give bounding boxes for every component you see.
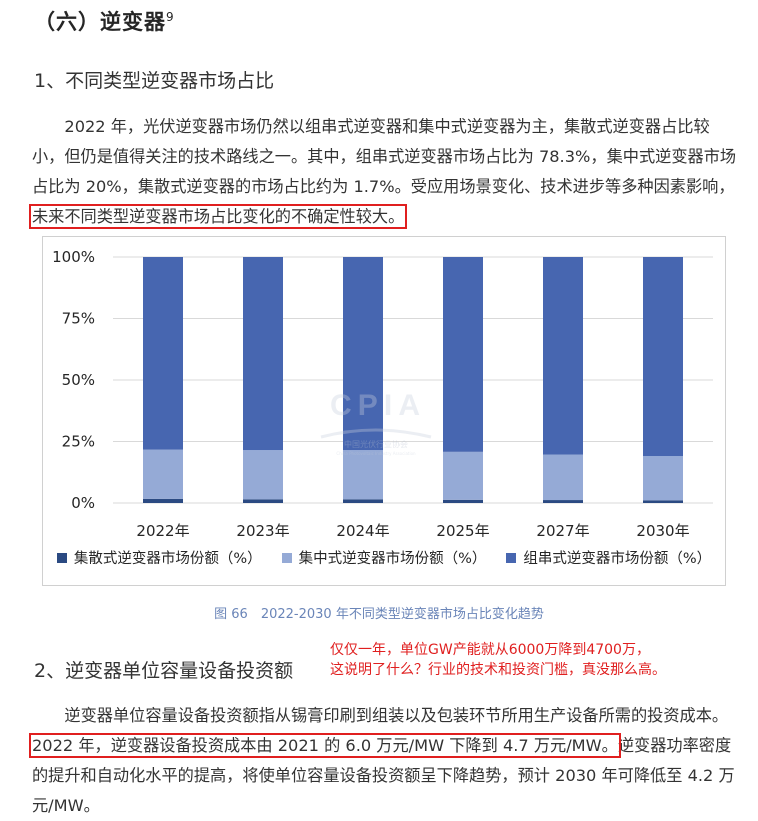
footnote-marker[interactable]: 9 [166,10,175,24]
legend-item-string: 组串式逆变器市场份额（%） [506,547,711,568]
legend-item-distributed: 集散式逆变器市场份额（%） [56,547,262,568]
highlighted-sentence: 未来不同类型逆变器市场占比变化的不确定性较大。 [28,204,408,229]
subsection-title-2: 2、逆变器单位容量设备投资额 [34,660,294,682]
legend-swatch [281,552,292,563]
paragraph-text: 2022 年，光伏逆变器市场仍然以组串式逆变器和集中式逆变器为主，集散式逆变器占… [32,117,737,196]
paragraph-text-after: 逆变器功率密度的提升和自动化水平的提高，将使单位容量设备投资额呈下降趋势，预计 … [32,736,735,815]
x-tick-label: 2024年 [336,522,389,537]
bar-segment-series-2 [343,257,383,451]
bar-segment-series-0 [343,499,383,503]
highlighted-sentence: 2022 年，逆变器设备投资成本由 2021 的 6.0 万元/MW 下降到 4… [29,733,621,758]
bar-segment-series-1 [443,451,483,500]
y-tick-label: 25% [62,433,95,451]
bar-segment-series-2 [643,257,683,457]
y-tick-label: 100% [52,248,95,266]
annotation-line-1: 仅仅一年，单位GW产能就从6000万降到4700万， [330,642,650,658]
legend-label: 组串式逆变器市场份额（%） [523,551,712,567]
legend-item-central: 集中式逆变器市场份额（%） [281,547,487,568]
chart-container: CPIA 中国光伏行业协会 China Photovoltaic Industr… [42,236,726,586]
bar-segment-series-0 [143,498,183,503]
bar-segment-series-1 [143,449,183,499]
subsection-title-1: 1、不同类型逆变器市场占比 [34,70,275,92]
watermark-org-name-en: China Photovoltaic Industry Association [336,451,416,456]
x-tick-label: 2022年 [136,522,189,537]
heading-text: （六）逆变器 [34,10,166,34]
bar-segment-series-1 [243,450,283,500]
bar-segment-series-2 [243,257,283,451]
x-tick-label: 2027年 [536,522,589,537]
watermark-swoosh [320,428,432,439]
annotation-line-2: 这说明了什么？行业的技术和投资门槛，真没那么高。 [330,662,666,678]
legend-swatch [506,552,517,563]
legend-swatch [56,552,67,563]
paragraph-investment: 逆变器单位容量设备投资额指从锡膏印刷到组装以及包装环节所用生产设备所需的投资成本… [29,701,742,821]
bar-segment-series-1 [343,450,383,500]
x-tick-label: 2023年 [236,522,289,537]
section-heading: （六）逆变器9 [34,6,175,36]
bar-segment-series-1 [643,456,683,501]
bar-segment-series-0 [243,499,283,503]
paragraph-market-share: 2022 年，光伏逆变器市场仍然以组串式逆变器和集中式逆变器为主，集散式逆变器占… [28,112,742,232]
bar-segment-series-2 [443,257,483,452]
bar-segment-series-0 [643,500,683,503]
x-tick-label: 2030年 [636,522,689,537]
cpia-watermark: CPIA 中国光伏行业协会 China Photovoltaic Industr… [320,389,432,456]
figure-caption: 图 66 2022-2030 年不同类型逆变器市场占比变化趋势 [214,607,544,622]
bar-segment-series-2 [143,257,183,450]
red-annotation: 仅仅一年，单位GW产能就从6000万降到4700万， 这说明了什么？行业的技术和… [330,640,750,680]
legend-label: 集中式逆变器市场份额（%） [298,551,487,567]
bar-segment-series-0 [543,500,583,503]
bar-segment-series-1 [543,454,583,501]
watermark-org-name: 中国光伏行业协会 [344,439,408,449]
x-tick-label: 2025年 [436,522,489,537]
watermark-logo: CPIA [330,389,420,422]
paragraph-text: 逆变器单位容量设备投资额指从锡膏印刷到组装以及包装环节所用生产设备所需的投资成本… [64,706,729,725]
stacked-bar-chart: CPIA 中国光伏行业协会 China Photovoltaic Industr… [52,248,713,537]
legend-label: 集散式逆变器市场份额（%） [73,551,262,567]
bar-segment-series-2 [543,257,583,455]
y-tick-label: 75% [62,310,95,328]
y-tick-label: 50% [62,371,95,389]
chart-legend: 集散式逆变器市场份额（%） 集中式逆变器市场份额（%） 组串式逆变器市场份额（%… [43,547,725,568]
y-tick-label: 0% [71,494,95,512]
bar-segment-series-0 [443,499,483,503]
